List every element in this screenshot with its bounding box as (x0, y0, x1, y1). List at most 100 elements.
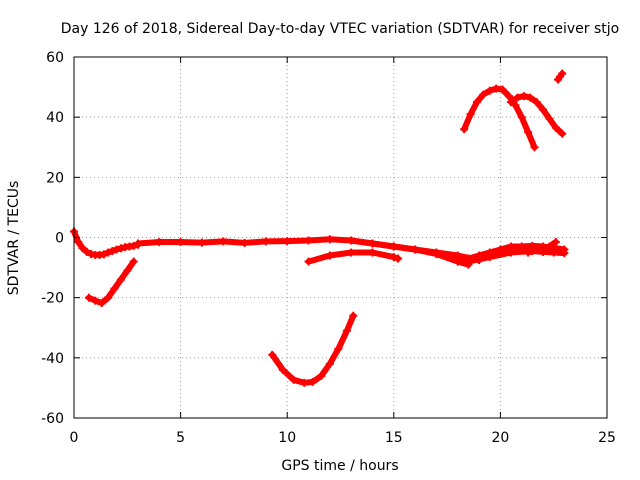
data-point (524, 248, 533, 257)
grid (74, 57, 607, 418)
data-point (513, 93, 522, 102)
data-point (129, 257, 138, 266)
data-point (304, 257, 313, 266)
y-tick-label: 40 (46, 110, 64, 126)
data-point (97, 299, 106, 308)
series-line-arc-8 (525, 239, 559, 256)
series-line-arc-9 (269, 312, 357, 386)
data-point (133, 239, 142, 248)
data-point (466, 110, 475, 119)
y-tick-label: -60 (41, 411, 64, 427)
data-point (549, 248, 558, 257)
data-point (432, 250, 441, 259)
data-point (110, 284, 119, 293)
data-point (389, 242, 398, 251)
data-point (347, 248, 356, 257)
data-point (197, 238, 206, 247)
series-layer (70, 69, 569, 387)
data-point (116, 244, 125, 253)
data-point (317, 371, 326, 380)
x-tick-label: 20 (491, 430, 509, 446)
data-point (485, 86, 494, 95)
x-tick-label: 0 (70, 430, 79, 446)
data-point (460, 125, 469, 134)
data-point (464, 257, 473, 266)
data-point (342, 326, 351, 335)
data-point (472, 98, 481, 107)
data-point (551, 123, 560, 132)
y-tick-label: -40 (41, 351, 64, 367)
data-point (411, 245, 420, 254)
data-point (530, 143, 539, 152)
x-tick-label: 15 (385, 430, 403, 446)
data-point (368, 248, 377, 257)
data-point (394, 254, 403, 263)
data-point (155, 238, 164, 247)
data-point (368, 239, 377, 248)
data-point (534, 245, 543, 254)
data-point (526, 93, 535, 102)
data-point (261, 237, 270, 246)
data-point (112, 245, 121, 254)
chart-title: Day 126 of 2018, Sidereal Day-to-day VTE… (61, 21, 619, 37)
data-point (453, 254, 462, 263)
data-point (334, 344, 343, 353)
y-tick-label: 60 (46, 50, 64, 66)
y-tick-label: 20 (46, 170, 64, 186)
data-point (498, 85, 507, 94)
data-point (545, 242, 554, 251)
data-point (519, 92, 528, 101)
data-point (558, 69, 567, 78)
data-point (84, 293, 93, 302)
data-point (82, 247, 91, 256)
data-point (539, 105, 548, 114)
data-point (517, 113, 526, 122)
data-point (485, 253, 494, 262)
data-point (558, 129, 567, 138)
data-point (504, 92, 513, 101)
data-point (551, 238, 560, 247)
data-point (560, 249, 569, 258)
data-point (78, 244, 87, 253)
data-point (176, 238, 185, 247)
data-point (123, 266, 132, 275)
data-point (389, 253, 398, 262)
data-point (116, 275, 125, 284)
data-point (304, 236, 313, 245)
y-tick-label: 0 (55, 231, 64, 247)
data-point (104, 248, 113, 257)
data-point (545, 114, 554, 123)
data-point (308, 377, 317, 386)
data-point (507, 98, 516, 107)
data-point (349, 311, 358, 320)
y-axis-label: SDTVAR / TECUs (6, 181, 22, 296)
data-point (278, 365, 287, 374)
data-point (283, 237, 292, 246)
axes: 0 5 10 15 20 25 -60 -40 -20 0 20 40 60 (41, 50, 616, 446)
data-point (268, 350, 277, 359)
data-point (524, 128, 533, 137)
data-point (443, 251, 452, 260)
x-tick-label: 25 (598, 430, 616, 446)
data-point (74, 238, 83, 247)
x-tick-label: 5 (176, 430, 185, 446)
plot-frame (73, 56, 608, 419)
x-axis-label: GPS time / hours (281, 458, 398, 474)
data-point (507, 248, 516, 257)
data-point (325, 251, 334, 260)
data-point (532, 98, 541, 107)
data-point (300, 378, 309, 387)
data-point (325, 235, 334, 244)
data-point (289, 375, 298, 384)
x-tick-label: 10 (278, 430, 296, 446)
data-point (104, 293, 113, 302)
y-tick-label: -20 (41, 291, 64, 307)
data-point (99, 250, 108, 259)
data-point (347, 236, 356, 245)
data-point (325, 359, 334, 368)
data-point (219, 237, 228, 246)
data-point (479, 90, 488, 99)
data-point (91, 296, 100, 305)
data-point (240, 238, 249, 247)
